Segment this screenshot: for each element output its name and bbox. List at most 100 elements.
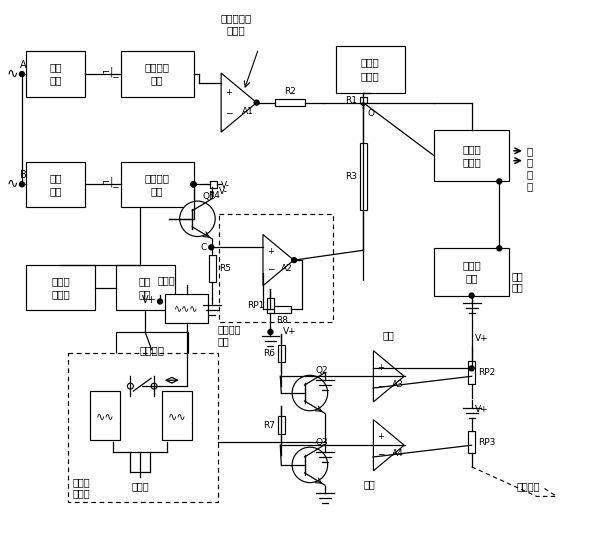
- Text: ⌐|_: ⌐|_: [102, 176, 118, 187]
- Text: 加速踏
板信号: 加速踏 板信号: [361, 57, 379, 81]
- Circle shape: [497, 179, 502, 184]
- Bar: [26, 162, 85, 207]
- Text: 档位开关: 档位开关: [517, 481, 540, 492]
- Text: 电流
信号: 电流 信号: [511, 271, 523, 293]
- Text: 频率测量
电路: 频率测量 电路: [145, 63, 169, 86]
- Text: A: A: [20, 60, 27, 70]
- Text: Q1: Q1: [203, 192, 215, 201]
- Text: 升档: 升档: [383, 330, 394, 340]
- Circle shape: [180, 201, 215, 236]
- Bar: [267, 298, 274, 313]
- Bar: [211, 181, 217, 188]
- Bar: [120, 51, 194, 96]
- Circle shape: [191, 182, 196, 187]
- Bar: [278, 416, 285, 434]
- Bar: [360, 143, 367, 210]
- Text: −: −: [225, 108, 232, 117]
- Text: −: −: [378, 450, 385, 459]
- Circle shape: [254, 100, 259, 105]
- Circle shape: [191, 182, 196, 187]
- Text: R7: R7: [263, 421, 275, 429]
- Polygon shape: [263, 235, 293, 286]
- Bar: [434, 130, 509, 181]
- Text: R1: R1: [345, 95, 357, 105]
- Circle shape: [361, 100, 365, 105]
- Text: Q3: Q3: [315, 438, 328, 448]
- Text: +: +: [225, 88, 232, 97]
- Text: +: +: [267, 247, 274, 256]
- Text: 整形
电路: 整形 电路: [49, 63, 62, 86]
- Text: R4: R4: [208, 191, 220, 200]
- Bar: [120, 162, 194, 207]
- Text: −: −: [267, 265, 275, 273]
- Circle shape: [19, 72, 24, 77]
- Text: R2: R2: [284, 87, 296, 96]
- Text: A3: A3: [392, 380, 404, 389]
- Bar: [116, 265, 175, 310]
- Circle shape: [157, 299, 163, 304]
- Bar: [90, 391, 120, 440]
- Text: V+: V+: [474, 405, 488, 414]
- Text: ∿: ∿: [6, 177, 18, 191]
- Text: −: −: [378, 381, 385, 390]
- Text: 倒相电路: 倒相电路: [139, 345, 164, 355]
- Circle shape: [209, 245, 214, 250]
- Text: V-: V-: [219, 187, 228, 196]
- Text: ∿∿: ∿∿: [96, 411, 114, 421]
- Text: 整形
电路: 整形 电路: [49, 173, 62, 196]
- Text: Q2: Q2: [315, 367, 328, 375]
- Text: A4: A4: [392, 449, 404, 458]
- Circle shape: [151, 383, 157, 389]
- Text: C: C: [200, 243, 206, 252]
- Bar: [165, 294, 208, 323]
- Text: RP3: RP3: [478, 438, 495, 446]
- Bar: [434, 248, 509, 295]
- Text: RP1: RP1: [247, 301, 264, 310]
- Bar: [219, 214, 333, 322]
- Text: A2: A2: [281, 264, 293, 273]
- Bar: [278, 345, 285, 362]
- Text: 频率测量
电路: 频率测量 电路: [145, 173, 169, 196]
- Bar: [209, 256, 216, 281]
- Text: 降档: 降档: [363, 480, 375, 489]
- Text: ∿: ∿: [6, 67, 18, 81]
- Text: V-: V-: [221, 181, 230, 190]
- Text: O: O: [367, 108, 374, 117]
- Text: 加速控制
电路: 加速控制 电路: [217, 324, 241, 346]
- Text: R8: R8: [276, 316, 288, 325]
- Text: 换挡操
纵机构: 换挡操 纵机构: [72, 477, 90, 498]
- Text: 继电器: 继电器: [157, 275, 175, 285]
- Text: ∿∿: ∿∿: [168, 411, 186, 421]
- Circle shape: [469, 293, 474, 298]
- Bar: [468, 431, 475, 453]
- Bar: [26, 51, 85, 96]
- Text: ⌐|_: ⌐|_: [102, 65, 118, 77]
- Circle shape: [292, 447, 328, 482]
- Text: RP2: RP2: [478, 368, 495, 377]
- Bar: [68, 353, 218, 502]
- Circle shape: [268, 330, 273, 334]
- Polygon shape: [221, 73, 257, 132]
- Bar: [360, 97, 367, 103]
- Circle shape: [292, 258, 296, 263]
- Text: V+: V+: [474, 334, 488, 344]
- Text: A1: A1: [242, 107, 253, 116]
- Text: V+: V+: [283, 327, 297, 337]
- Text: +: +: [378, 431, 384, 441]
- Bar: [26, 265, 95, 310]
- Text: R3: R3: [345, 172, 357, 181]
- Text: B: B: [20, 170, 27, 181]
- Bar: [273, 306, 291, 313]
- Text: 延时
电路: 延时 电路: [139, 276, 151, 299]
- Text: R6: R6: [263, 348, 275, 358]
- Bar: [468, 361, 475, 384]
- Text: 转速差运算: 转速差运算: [220, 13, 252, 23]
- Polygon shape: [373, 420, 404, 471]
- Circle shape: [19, 182, 24, 187]
- Circle shape: [292, 375, 328, 411]
- Text: 至
电
动
机: 至 电 动 机: [527, 146, 533, 191]
- Polygon shape: [373, 351, 404, 402]
- Circle shape: [128, 383, 133, 389]
- Text: 电流传
感器: 电流传 感器: [462, 260, 481, 284]
- Text: 相位比
较电路: 相位比 较电路: [51, 276, 70, 299]
